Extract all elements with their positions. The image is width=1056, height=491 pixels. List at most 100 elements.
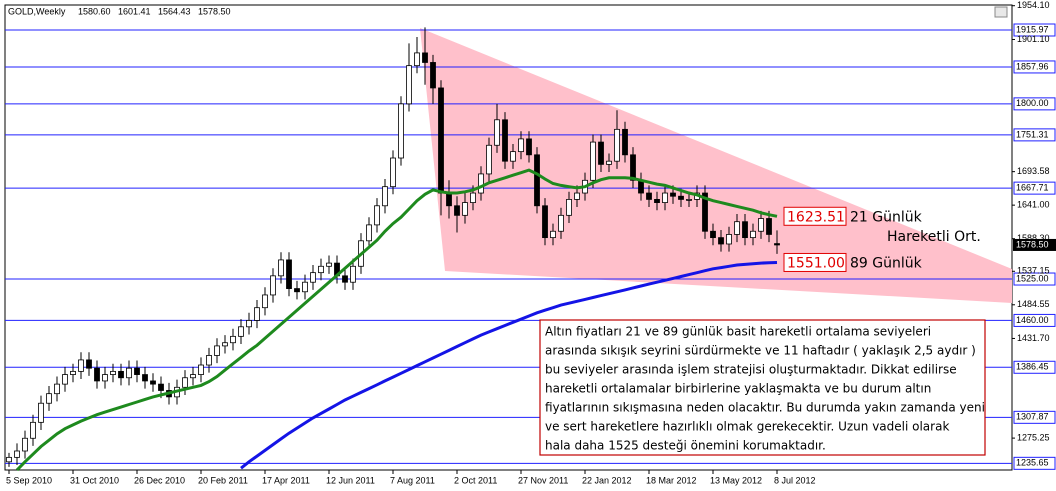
candle-body [422,52,428,63]
level-label: 1235.65 [1016,458,1049,468]
candle-body [478,173,484,194]
candle-body [702,192,708,232]
plot-frame [4,4,1013,471]
candle-body [54,383,60,395]
level-label: 1525.00 [1016,273,1049,283]
candle-body [710,230,716,239]
x-tick-label: 31 Oct 2010 [70,475,119,485]
level-label-box [1013,410,1056,424]
candle-body [286,259,292,289]
x-tick-label: 8 Jul 2012 [774,475,816,485]
candle-body [774,243,780,246]
candle-body [46,393,52,404]
y-tick-label: 1484.55 [1017,299,1050,309]
x-tick-label: 26 Dec 2010 [134,475,185,485]
candle-body [518,138,524,153]
level-label-box [1013,360,1056,374]
level-label-box [1013,181,1056,195]
candle-body [494,119,500,146]
candle-body [758,218,764,232]
annotation-box [539,319,986,456]
x-tick-label: 5 Sep 2010 [6,475,52,485]
candle-body [614,128,620,162]
candle-body [766,218,772,235]
y-tick-label: 1588.30 [1017,233,1050,243]
candle-body [662,192,668,203]
level-label: 1915.97 [1016,24,1049,34]
y-tick-label: 1954.10 [1017,0,1050,10]
level-label: 1307.87 [1016,412,1049,422]
level-label-box [1013,313,1056,327]
candle-body [574,192,580,200]
annotation-line: arasında sıkışık seyrini sürdürmekte ve … [545,344,976,358]
current-price-box [1013,238,1056,251]
legend-label: 21 Günlük [850,209,923,225]
y-tick-label: 1537.15 [1017,266,1050,276]
moving-average-line [15,168,778,472]
candle-body [606,160,612,165]
candle-body [270,275,276,296]
ma-value-label: 1623.51 [787,209,845,225]
candle-body [366,224,372,242]
level-label: 1857.96 [1016,61,1049,71]
annotation-line: bu seviyeler arasında işlem stratejisi o… [545,363,957,377]
candle-body [214,345,220,356]
candle-body [486,144,492,175]
candle-body [526,138,532,156]
triangle-pattern [420,28,1012,303]
candle-body [134,367,140,375]
candle-body [262,294,268,309]
candle-body [278,259,284,277]
candle-body [14,450,20,458]
annotation-line: hareketli ortalamalar birbirlerine yakla… [545,382,931,396]
candle-body [86,359,92,369]
candle-body [406,65,412,105]
candle-body [446,192,452,207]
x-tick-label: 20 Feb 2011 [198,475,248,485]
annotation-line: hala daha 1525 desteği önemini korumakta… [545,439,826,453]
level-label: 1751.31 [1016,129,1049,139]
candle-body [750,230,756,239]
annotation-line: ve sert hareketlere hazırlıklı olmak ger… [545,420,949,434]
x-tick-label: 22 Jan 2012 [582,475,632,485]
legend-label: 89 Günlük [850,255,923,271]
window-button[interactable] [994,6,1008,18]
candle-body [254,307,260,321]
candle-body [510,151,516,162]
x-tick-label: 18 Mar 2012 [646,475,697,485]
level-label-box [1013,23,1056,37]
y-tick-label: 1641.00 [1017,200,1050,210]
ma-caption: Hareketli Ort. [887,229,981,245]
candle-body [62,374,68,385]
level-label: 1800.00 [1016,98,1049,108]
header-value: 1564.43 [158,6,191,16]
candle-body [598,141,604,165]
candle-body [542,205,548,239]
candle-body [742,221,748,239]
ma-value-box [783,252,847,272]
candle-body [566,199,572,216]
x-tick-label: 17 Apr 2011 [262,475,310,485]
current-price-label: 1578.50 [1016,239,1049,249]
candle-body [6,456,12,463]
x-tick-label: 2 Oct 2011 [454,475,497,485]
candle-body [398,103,404,159]
candle-body [110,370,116,375]
x-tick-label: 13 May 2012 [710,475,762,485]
candle-body [142,374,148,382]
candle-body [222,342,228,347]
candle-body [686,199,692,201]
candle-body [414,52,420,67]
candle-body [158,383,164,391]
candle-body [326,262,332,267]
candle-body [734,221,740,235]
candle-body [350,265,356,283]
header-value: 1578.50 [198,6,231,16]
candle-body [502,119,508,162]
level-label-box [1013,60,1056,74]
candle-body [238,326,244,337]
header-value: 1601.41 [118,6,151,16]
level-label-box [1013,128,1056,142]
